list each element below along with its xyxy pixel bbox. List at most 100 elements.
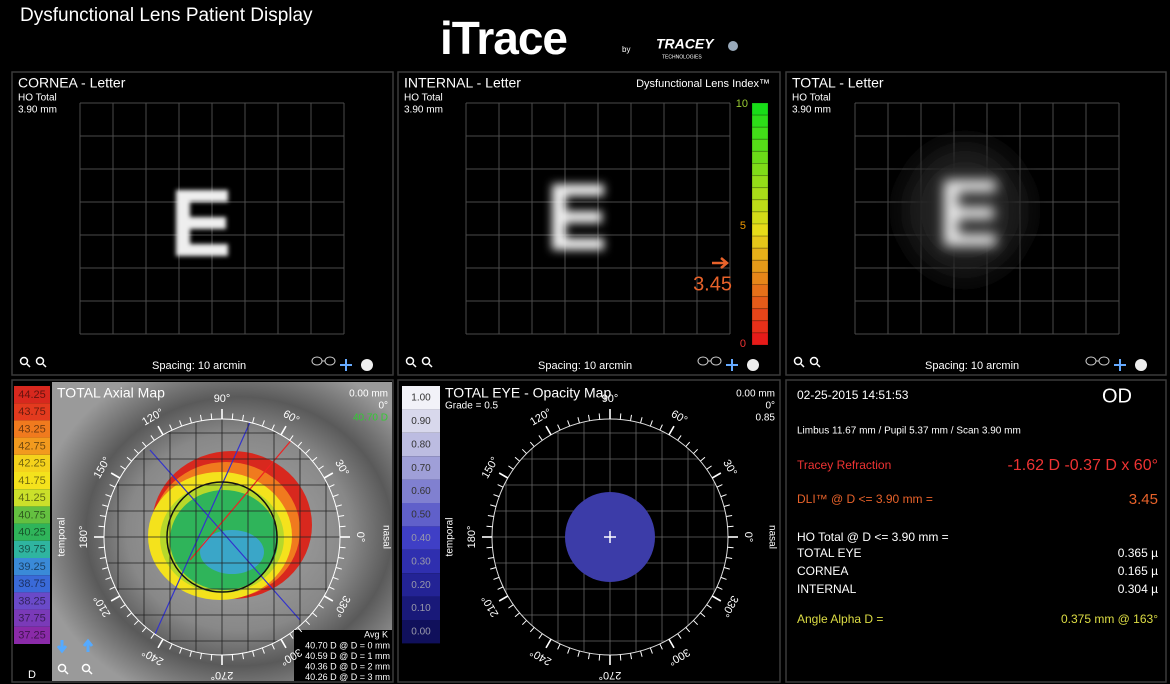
tick [110, 595, 121, 602]
scale-cell [751, 247, 769, 261]
tick [335, 504, 342, 507]
tick [619, 413, 622, 420]
cross-icon[interactable] [340, 359, 352, 371]
zoom-icon[interactable] [405, 356, 415, 366]
target-icon[interactable] [1135, 359, 1147, 371]
tick [514, 456, 520, 462]
datetime: 02-25-2015 14:51:53 [797, 388, 909, 402]
scale-cell [751, 138, 769, 152]
arrows[interactable] [56, 638, 94, 654]
tick [102, 504, 109, 507]
avg-k-box [294, 630, 392, 681]
panel-subtitle: HO Total [404, 93, 443, 104]
tick [577, 650, 580, 657]
tick [241, 653, 245, 660]
legend-label: 0.00 [411, 627, 431, 638]
tick [598, 413, 601, 420]
tick [126, 456, 132, 462]
tick [109, 586, 116, 590]
legend-swatch [14, 540, 50, 558]
scale-cell [751, 102, 769, 116]
glasses-icon[interactable] [697, 356, 722, 366]
tick [280, 638, 287, 649]
cross-icon[interactable] [1114, 359, 1126, 371]
tick [231, 413, 234, 420]
temporal: temporal [57, 518, 68, 557]
tick [493, 576, 500, 580]
legend-swatch [14, 575, 50, 593]
tick [567, 420, 571, 427]
zoom-icon[interactable] [35, 356, 45, 366]
legend-label: 0.10 [411, 603, 431, 614]
map-angle: 0° [378, 401, 388, 412]
dli-label: DLI™ @ D <= 3.90 mm = [797, 492, 933, 506]
cross-icon[interactable] [726, 359, 738, 371]
tick [677, 633, 682, 639]
tick [338, 514, 345, 518]
tick [668, 425, 675, 436]
glasses-icon[interactable] [1085, 356, 1110, 366]
map-value: 0.85 [756, 413, 776, 424]
avg-k: Avg K [364, 629, 388, 639]
tick [157, 638, 164, 649]
tick [629, 653, 633, 660]
tick [720, 576, 727, 580]
legend-label: 37.75 [18, 613, 46, 625]
tick [157, 425, 164, 436]
tick [289, 633, 294, 639]
temporal: temporal [445, 518, 456, 557]
tick [529, 441, 535, 447]
tick [711, 595, 722, 602]
opacity-legend: 1.00 0.90 0.80 0.70 0.60 0.50 0.40 0.30 0.20 0.10… [402, 386, 440, 644]
legend-label: 0.40 [411, 533, 431, 544]
legend-label: 40.75 [18, 509, 46, 521]
scale-cell [751, 271, 769, 285]
angle-label: 270° [211, 669, 234, 681]
zoom-icon[interactable] [19, 356, 29, 366]
tick [169, 643, 173, 650]
tick [312, 612, 318, 618]
tick [179, 420, 183, 427]
tick [577, 417, 580, 424]
scale-cell [751, 332, 769, 346]
zoom-icon[interactable] [793, 356, 803, 366]
legend-swatch [14, 386, 50, 404]
tick [726, 514, 733, 518]
scale-cell [751, 308, 769, 322]
glasses-icon[interactable] [311, 356, 336, 366]
map-offset: 0.00 mm [349, 389, 388, 400]
row-name: INTERNAL [797, 582, 857, 596]
legend-label: 0.30 [411, 556, 431, 567]
legend-label: 41.25 [18, 492, 46, 504]
scale-label: 10 [736, 98, 748, 110]
target-icon[interactable] [361, 359, 373, 371]
tick [323, 472, 334, 479]
tick [508, 604, 514, 609]
tick [323, 595, 334, 602]
tick [105, 494, 112, 498]
tick [685, 627, 691, 633]
tick [109, 484, 116, 488]
zoom[interactable] [57, 663, 93, 675]
tick [538, 633, 543, 639]
tick [179, 647, 183, 654]
tick [693, 620, 699, 626]
tick [706, 465, 712, 470]
legend-swatch [14, 403, 50, 421]
tick [297, 627, 303, 633]
dli-arrow [712, 257, 729, 269]
legend-swatch [402, 526, 440, 550]
scan-info: Limbus 11.67 mm / Pupil 5.37 mm / Scan 3… [797, 426, 1021, 437]
tick [723, 567, 730, 570]
zoom-icon[interactable] [421, 356, 431, 366]
tick [102, 567, 109, 570]
tick [99, 556, 106, 560]
tick [545, 425, 552, 436]
tick [677, 435, 682, 441]
logo-by: by [622, 45, 630, 54]
target-icon[interactable] [747, 359, 759, 371]
tick [297, 441, 303, 447]
zoom-icon[interactable] [809, 356, 819, 366]
ho-rows: TOTAL EYE 0.365 µ CORNEA 0.165 µ INTERNAL 0.3… [797, 546, 1158, 596]
tick [98, 525, 105, 528]
